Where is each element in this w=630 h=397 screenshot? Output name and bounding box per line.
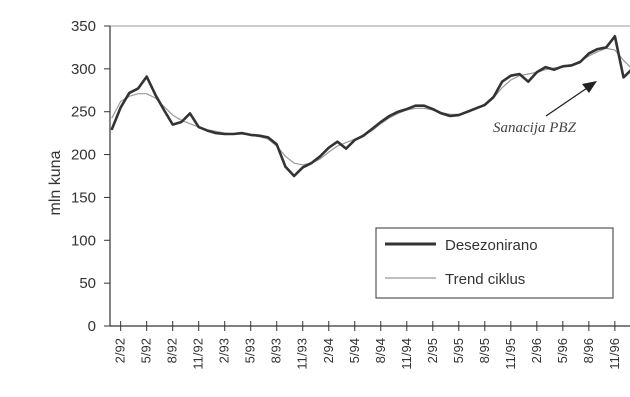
annotation-arrow: [545, 85, 591, 117]
y-tick-label-300: 300: [71, 61, 96, 78]
x-tick-label-2-96: 2/96: [529, 338, 544, 363]
x-tick-label-8-92: 8/92: [165, 338, 180, 363]
y-tick-label-50: 50: [79, 275, 96, 292]
annotation-sanacija-pbz: Sanacija PBZ: [493, 120, 577, 136]
y-tick-label-350: 350: [71, 18, 96, 35]
annotation-arrowhead: [582, 81, 597, 93]
y-axis: 0 50 100 150 200 250 300 350: [71, 18, 110, 335]
y-tick-label-0: 0: [88, 318, 96, 335]
series-group: [110, 34, 630, 178]
x-tick-label-5-92: 5/92: [139, 338, 154, 363]
legend-label-desezonirano: Desezonirano: [445, 237, 538, 254]
x-tick-label-8-95: 8/95: [477, 338, 492, 363]
x-tick-label-8-93: 8/93: [269, 338, 284, 363]
series-line-desezonirano: [110, 34, 630, 178]
y-tick-label-250: 250: [71, 104, 96, 121]
legend: Desezonirano Trend ciklus: [375, 227, 614, 299]
x-tick-label-8-96: 8/96: [581, 338, 596, 363]
y-tick-label-200: 200: [71, 147, 96, 164]
legend-label-trend-ciklus: Trend ciklus: [445, 271, 525, 288]
x-tick-label-2-92: 2/92: [113, 338, 128, 363]
x-axis: 2/92 5/92 8/92 11/92 2/93 5/93 8/93 11/93 2/94 5/…: [113, 321, 622, 370]
x-tick-label-11-93: 11/93: [295, 338, 310, 370]
x-tick-label-2-95: 2/95: [425, 338, 440, 363]
x-tick-label-5-93: 5/93: [243, 338, 258, 363]
y-axis-label: mln kuna: [47, 150, 64, 215]
x-tick-label-11-95: 11/95: [503, 338, 518, 370]
x-tick-label-5-94: 5/94: [347, 338, 362, 363]
x-tick-label-11-94: 11/94: [399, 338, 414, 370]
x-tick-label-5-95: 5/95: [451, 338, 466, 363]
x-tick-label-5-96: 5/96: [555, 338, 570, 363]
x-tick-label-8-94: 8/94: [373, 338, 388, 363]
plot-area: [109, 25, 630, 327]
legend-box: [375, 227, 614, 299]
y-tick-label-150: 150: [71, 189, 96, 206]
x-tick-label-11-92: 11/92: [191, 338, 206, 370]
series-line-trend-ciklus: [111, 47, 630, 166]
x-tick-label-2-93: 2/93: [217, 338, 232, 363]
x-tick-label-2-94: 2/94: [321, 338, 336, 363]
x-tick-label-11-96: 11/96: [607, 338, 622, 370]
y-tick-label-100: 100: [71, 232, 96, 249]
